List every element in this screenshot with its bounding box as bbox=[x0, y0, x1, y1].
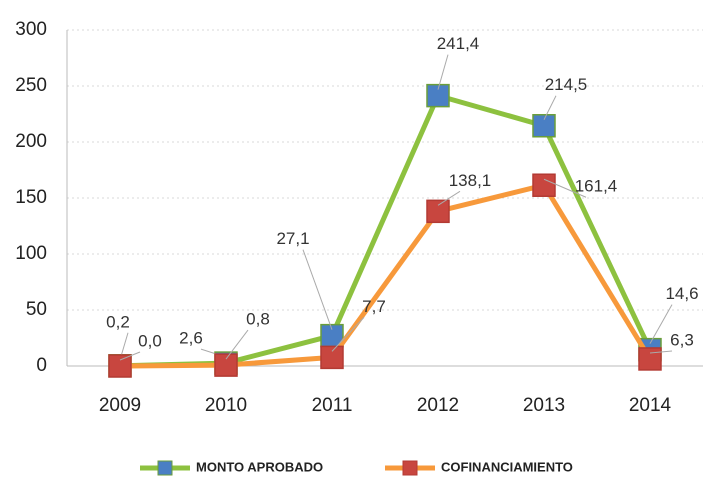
data-label: 14,6 bbox=[665, 284, 698, 303]
y-tick-label: 300 bbox=[15, 19, 47, 40]
data-label: 161,4 bbox=[575, 177, 618, 196]
leader-line bbox=[225, 329, 249, 360]
legend-label: MONTO APROBADO bbox=[196, 459, 323, 474]
leader-line bbox=[649, 304, 673, 344]
x-tick-label: 2014 bbox=[629, 395, 672, 416]
data-label: 0,8 bbox=[246, 310, 270, 329]
data-label: 214,5 bbox=[545, 75, 588, 94]
data-label: 7,7 bbox=[362, 297, 386, 316]
leader-line bbox=[437, 190, 461, 206]
data-label: 0,0 bbox=[138, 331, 162, 350]
series-line bbox=[119, 182, 653, 369]
y-tick-label: 200 bbox=[15, 131, 47, 152]
marker bbox=[320, 345, 344, 370]
leader-line bbox=[543, 95, 557, 120]
y-tick-label: 50 bbox=[26, 299, 47, 320]
leader-line bbox=[119, 351, 141, 361]
marker bbox=[108, 354, 132, 378]
y-tick-label: 0 bbox=[36, 355, 47, 376]
leader-line bbox=[331, 317, 365, 352]
marker bbox=[638, 347, 662, 371]
data-label: 241,4 bbox=[437, 34, 480, 53]
leader-line bbox=[437, 54, 449, 90]
leader-line bbox=[543, 178, 587, 198]
y-tick-label: 150 bbox=[15, 187, 47, 208]
leader-line bbox=[302, 249, 333, 330]
x-tick-label: 2010 bbox=[205, 395, 247, 416]
marker bbox=[532, 114, 556, 138]
data-label: 138,1 bbox=[449, 171, 492, 190]
y-tick-label: 250 bbox=[15, 75, 47, 96]
legend-label: COFINANCIAMIENTO bbox=[441, 459, 573, 474]
data-label: 2,6 bbox=[179, 329, 203, 348]
x-tick-label: 2011 bbox=[312, 395, 353, 416]
legend-marker bbox=[402, 460, 418, 476]
x-tick-label: 2013 bbox=[523, 395, 565, 416]
x-tick-label: 2012 bbox=[417, 395, 459, 416]
marker bbox=[426, 83, 450, 108]
legend-marker bbox=[157, 460, 173, 476]
data-label: 6,3 bbox=[670, 330, 694, 349]
marker bbox=[426, 199, 450, 224]
y-tick-label: 100 bbox=[15, 243, 47, 264]
data-label: 0,2 bbox=[106, 312, 130, 331]
marker bbox=[532, 173, 556, 197]
data-label: 27,1 bbox=[276, 229, 309, 248]
x-tick-label: 2009 bbox=[99, 395, 141, 416]
leader-line bbox=[649, 350, 673, 354]
marker bbox=[214, 353, 238, 377]
